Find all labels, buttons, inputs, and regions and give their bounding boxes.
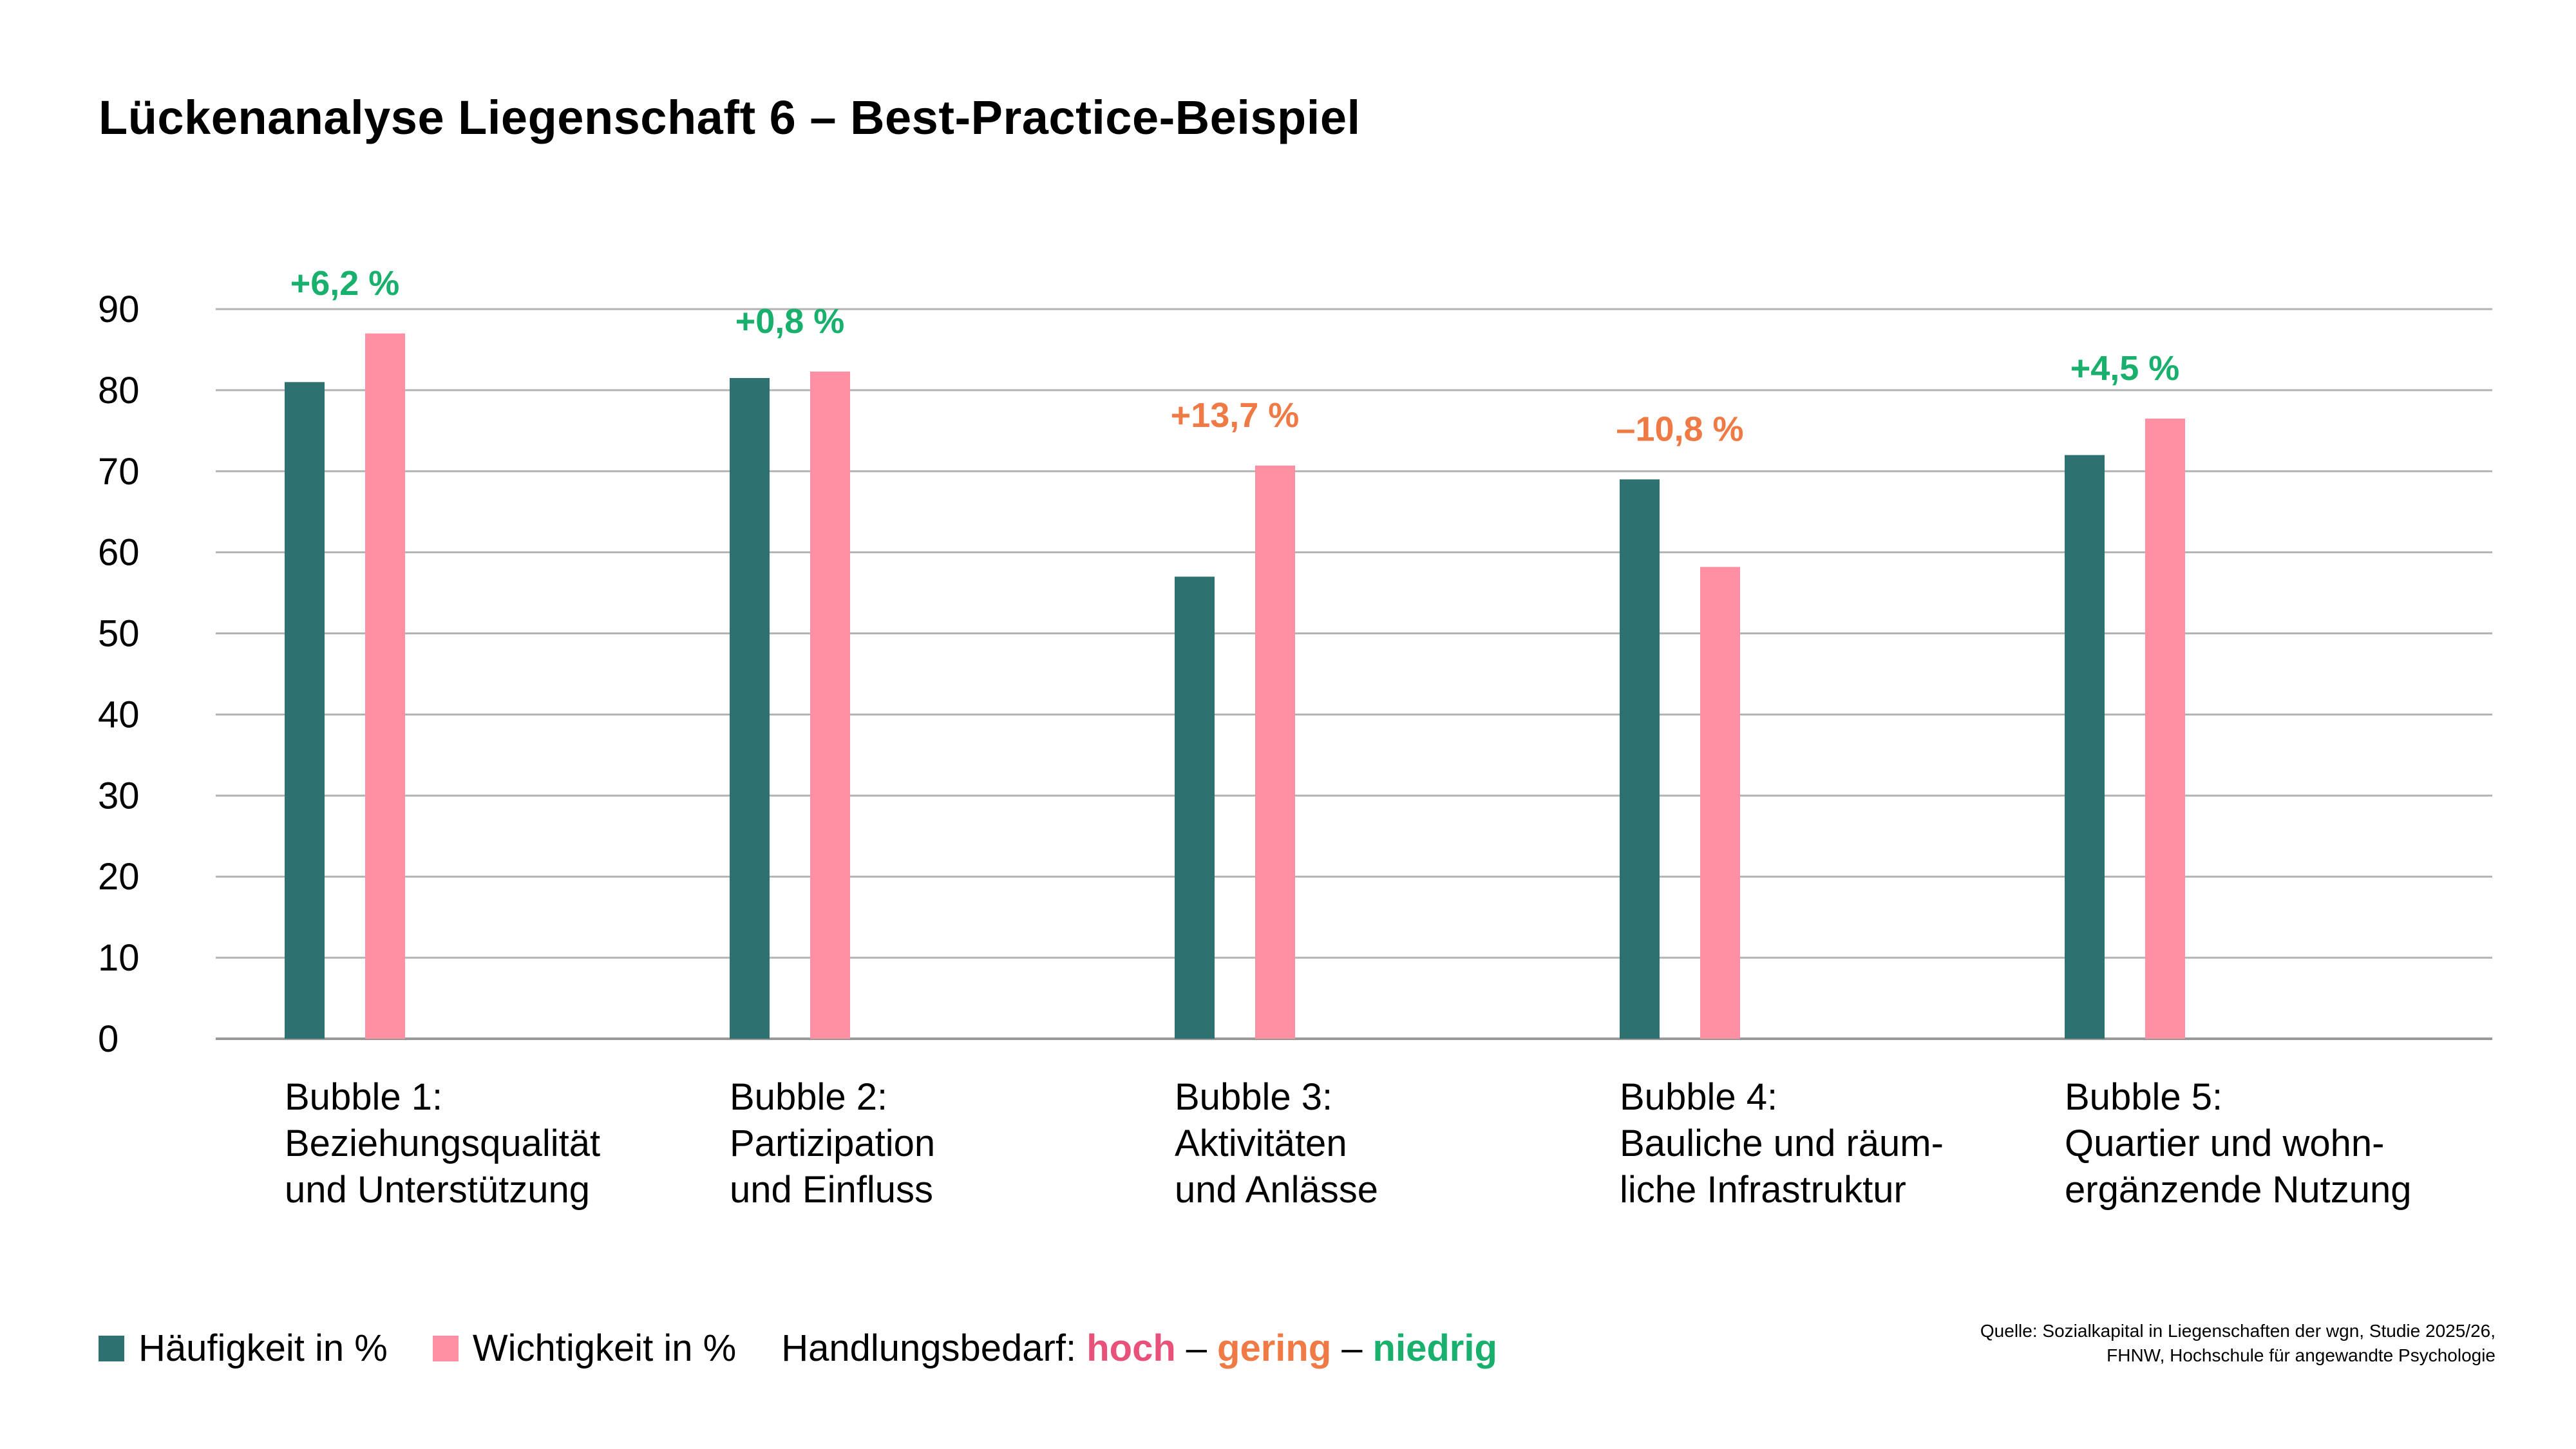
- category-label-3-line-1: Bubble 3:: [1175, 1076, 1333, 1118]
- category-label-2-line-3: und Einfluss: [730, 1169, 933, 1211]
- y-tick-label-0: 0: [98, 1018, 118, 1060]
- category-label-3-line-3: und Anlässe: [1175, 1169, 1379, 1211]
- bar-wichtigkeit-5: [2145, 418, 2185, 1039]
- separator-1: –: [1186, 1327, 1208, 1369]
- legend-item-wichtigkeit: Wichtigkeit in %: [432, 1327, 737, 1370]
- category-label-4: Bubble 4: Bauliche und räum-liche Infrast…: [1620, 1074, 1944, 1213]
- bar-haeufigkeit-3: [1175, 576, 1215, 1039]
- legend-handlungsbedarf: Handlungsbedarf: hoch – gering – niedrig: [781, 1327, 1497, 1370]
- difference-label-4: –10,8 %: [1616, 410, 1743, 448]
- legend-label-haeufigkeit: Häufigkeit in %: [138, 1327, 388, 1369]
- bar-haeufigkeit-2: [730, 378, 770, 1039]
- difference-label-5: +4,5 %: [2070, 349, 2180, 388]
- category-label-4-line-3: liche Infrastruktur: [1620, 1169, 1906, 1211]
- difference-label-2: +0,8 %: [735, 302, 845, 341]
- separator-2: –: [1341, 1327, 1363, 1369]
- category-label-3: Bubble 3: Aktivitäten und Anlässe: [1175, 1074, 1378, 1213]
- y-tick-label-40: 40: [98, 694, 140, 735]
- category-label-5: Bubble 5: Quartier und wohn-ergänzende Nu…: [2065, 1074, 2412, 1213]
- legend-item-haeufigkeit: Häufigkeit in %: [99, 1327, 388, 1370]
- bar-chart: 0 10 20 30 40 50 60 70 80 90 +6,2 % +0,8 % +13,7 % –1…: [98, 264, 2492, 1060]
- category-label-1-line-3: und Unterstützung: [285, 1169, 590, 1211]
- y-tick-label-20: 20: [98, 856, 140, 898]
- category-label-1: Bubble 1: Beziehungsqualität und Unterstüt…: [285, 1074, 600, 1213]
- y-tick-label-80: 80: [98, 370, 140, 412]
- handlungsbedarf-label: Handlungsbedarf:: [781, 1327, 1077, 1369]
- category-label-2: Bubble 2: Partizipation und Einfluss: [730, 1074, 935, 1213]
- bar-haeufigkeit-5: [2065, 455, 2105, 1039]
- handlungsbedarf-gering: gering: [1217, 1327, 1332, 1369]
- handlungsbedarf-niedrig: niedrig: [1372, 1327, 1497, 1369]
- bar-haeufigkeit-4: [1620, 479, 1660, 1039]
- difference-label-1: +6,2 %: [290, 264, 400, 303]
- category-label-1-line-1: Bubble 1:: [285, 1076, 443, 1118]
- category-label-1-line-2: Beziehungsqualität: [285, 1122, 601, 1164]
- category-label-2-line-1: Bubble 2:: [730, 1076, 888, 1118]
- legend-label-wichtigkeit: Wichtigkeit in %: [472, 1327, 737, 1369]
- legend: Häufigkeit in % Wichtigkeit in % Handlun…: [99, 1327, 1542, 1370]
- category-label-2-line-2: Partizipation: [730, 1122, 936, 1164]
- source-line-1: Quelle: Sozialkapital in Liegenschaften …: [1980, 1321, 2496, 1341]
- y-tick-label-70: 70: [98, 451, 140, 493]
- bar-haeufigkeit-1: [285, 382, 325, 1039]
- category-label-5-line-1: Bubble 5:: [2065, 1076, 2223, 1118]
- bar-wichtigkeit-4: [1700, 567, 1740, 1039]
- source-note: Quelle: Sozialkapital in Liegenschaften …: [1980, 1319, 2496, 1368]
- chart-title: Lückenanalyse Liegenschaft 6 – Best-Prac…: [99, 91, 1361, 144]
- category-label-4-line-1: Bubble 4:: [1620, 1076, 1778, 1118]
- bar-wichtigkeit-2: [810, 371, 850, 1039]
- legend-swatch-wichtigkeit: [432, 1335, 459, 1361]
- bar-wichtigkeit-3: [1255, 465, 1295, 1039]
- category-label-5-line-3: ergänzende Nutzung: [2065, 1169, 2412, 1211]
- y-tick-label-10: 10: [98, 937, 140, 979]
- category-label-4-line-2: Bauliche und räum-: [1620, 1122, 1944, 1164]
- y-tick-label-30: 30: [98, 775, 140, 817]
- handlungsbedarf-hoch: hoch: [1086, 1327, 1176, 1369]
- y-tick-label-60: 60: [98, 532, 140, 574]
- y-tick-label-50: 50: [98, 613, 140, 655]
- category-label-5-line-2: Quartier und wohn-: [2065, 1122, 2385, 1164]
- y-tick-label-90: 90: [98, 289, 140, 330]
- category-label-3-line-2: Aktivitäten: [1175, 1122, 1347, 1164]
- difference-label-3: +13,7 %: [1171, 396, 1300, 435]
- bar-wichtigkeit-1: [365, 333, 405, 1039]
- legend-swatch-haeufigkeit: [99, 1335, 124, 1361]
- source-line-2: FHNW, Hochschule für angewandte Psycholo…: [2107, 1345, 2496, 1365]
